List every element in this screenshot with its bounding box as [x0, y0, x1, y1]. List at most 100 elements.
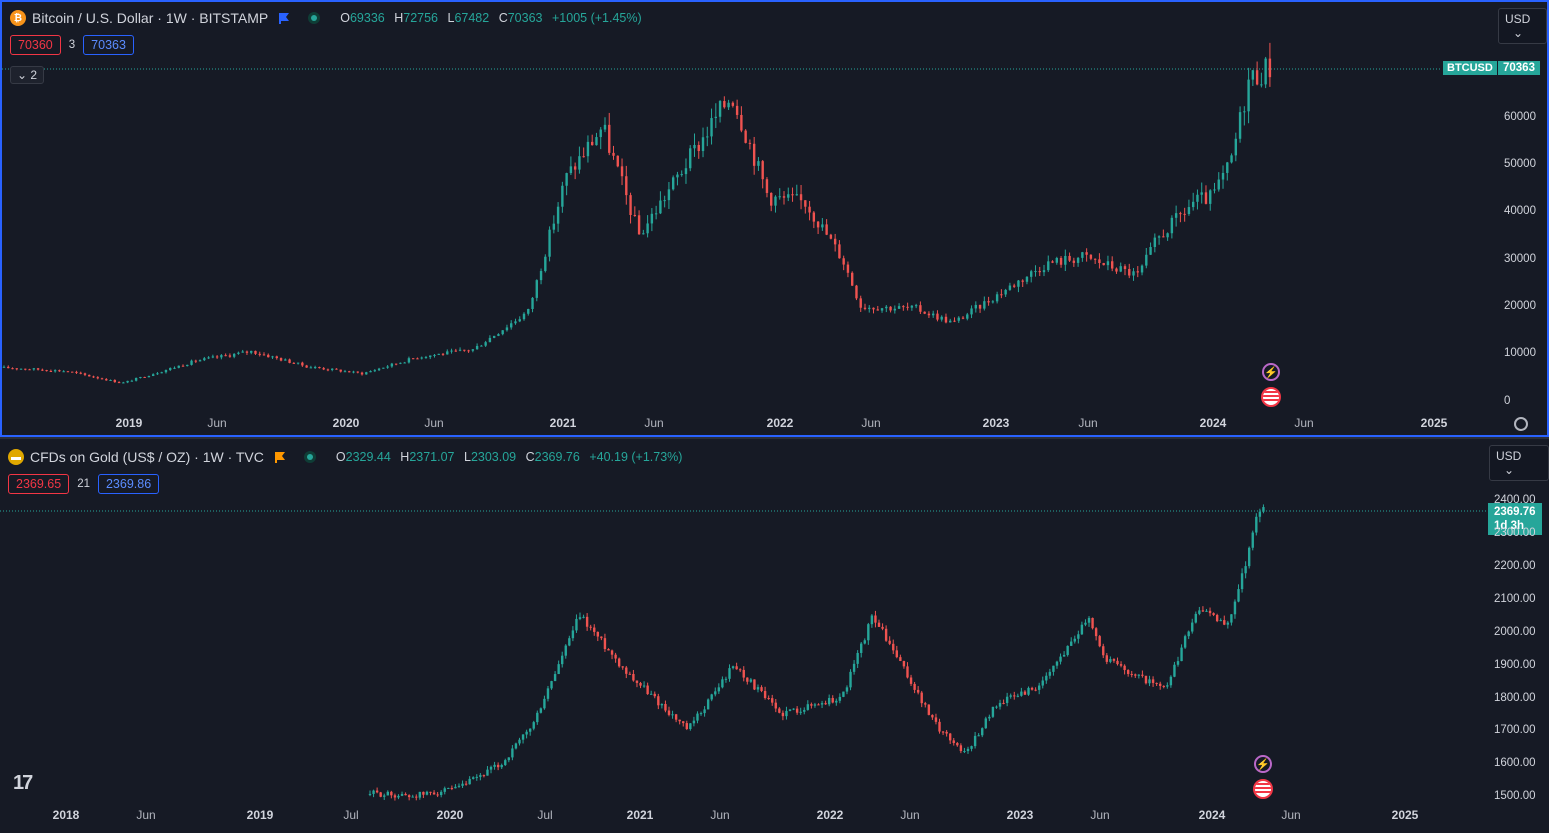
candle — [105, 379, 108, 381]
gold-legend: ▬ CFDs on Gold (US$ / OZ) · 1W · TVC O23… — [8, 449, 688, 465]
candle — [292, 362, 296, 364]
candle — [863, 640, 866, 644]
time-axis-label: Jun — [644, 416, 664, 430]
currency-select[interactable]: USD ⌄ — [1489, 445, 1549, 481]
candle — [680, 174, 683, 176]
gold-chart-pane[interactable]: ▬ CFDs on Gold (US$ / OZ) · 1W · TVC O23… — [0, 439, 1549, 833]
candle — [480, 345, 483, 347]
candle — [411, 358, 415, 360]
candle — [130, 380, 134, 382]
market-open-icon — [303, 451, 316, 463]
candle — [803, 709, 806, 712]
candle — [486, 769, 489, 776]
lightning-event-icon[interactable]: ⚡ — [1254, 755, 1272, 773]
price-axis-label: 2100.00 — [1494, 593, 1536, 605]
lightning-event-icon[interactable]: ⚡ — [1262, 363, 1280, 381]
candle — [1132, 271, 1135, 276]
candle — [1166, 233, 1169, 238]
pane-separator[interactable] — [0, 437, 1549, 439]
price-axis-label: 1500.00 — [1494, 790, 1536, 802]
price-axis-label: 40000 — [1504, 205, 1536, 217]
candle — [422, 791, 425, 795]
candle — [1077, 634, 1080, 639]
candle — [457, 785, 461, 787]
price-axis-label: 2200.00 — [1494, 560, 1536, 572]
candle — [1238, 112, 1242, 139]
candle — [1140, 265, 1144, 273]
candle — [1237, 589, 1240, 602]
flag-icon[interactable] — [278, 12, 290, 24]
candle — [953, 320, 956, 322]
candle — [96, 377, 99, 379]
gold-symbol-title[interactable]: CFDs on Gold (US$ / OZ) · 1W · TVC — [30, 449, 264, 465]
candle — [582, 156, 585, 158]
candle — [1251, 532, 1254, 548]
candle — [671, 714, 674, 716]
candle — [851, 272, 854, 286]
time-axis-label: 2024 — [1199, 416, 1227, 430]
candle — [663, 200, 666, 202]
candle — [211, 356, 215, 358]
candle — [134, 377, 138, 381]
candle — [484, 342, 487, 346]
candle — [1116, 660, 1119, 665]
candle — [1187, 207, 1191, 215]
candle — [727, 102, 730, 108]
candle — [995, 706, 998, 708]
candle — [889, 306, 892, 311]
currency-select[interactable]: USD ⌄ — [1498, 8, 1547, 44]
candle — [849, 671, 852, 688]
candle — [1205, 610, 1208, 612]
candle — [510, 323, 513, 328]
btc-candles[interactable] — [2, 2, 1547, 435]
candle — [1123, 665, 1126, 671]
time-axis-label: Jun — [1281, 808, 1301, 822]
candle — [375, 790, 379, 793]
candle — [893, 308, 897, 311]
us-flag-event-icon[interactable] — [1261, 387, 1281, 407]
candle — [454, 350, 458, 352]
candle — [416, 358, 419, 360]
candle — [788, 709, 792, 711]
candle — [782, 196, 786, 198]
candle — [32, 368, 36, 370]
collapse-indicators-button[interactable]: ⌄ 2 — [10, 66, 45, 84]
candle — [936, 313, 939, 320]
candle — [190, 360, 193, 365]
sell-button[interactable]: 2369.65 — [8, 474, 70, 494]
us-flag-event-icon[interactable] — [1253, 779, 1273, 799]
candle — [697, 144, 700, 152]
btc-symbol-title[interactable]: Bitcoin / U.S. Dollar · 1W · BITSTAMP — [32, 10, 269, 26]
buy-button[interactable]: 70363 — [83, 35, 134, 55]
candle — [1109, 659, 1112, 662]
candle — [441, 353, 445, 355]
candle — [612, 152, 615, 156]
candle — [522, 313, 526, 320]
candle — [1017, 280, 1020, 287]
candle — [718, 101, 722, 117]
candle — [810, 704, 813, 706]
candle — [439, 791, 443, 796]
candle — [356, 371, 359, 373]
tradingview-logo[interactable]: 17 — [13, 772, 33, 794]
gold-candles[interactable] — [0, 439, 1549, 833]
candle — [771, 698, 774, 703]
candle — [852, 663, 856, 672]
sell-button[interactable]: 70360 — [10, 35, 61, 55]
candle — [1045, 675, 1048, 681]
candle — [1093, 258, 1097, 260]
buy-button[interactable]: 2369.86 — [97, 474, 160, 494]
flag-icon[interactable] — [274, 451, 286, 463]
candle — [628, 673, 632, 675]
price-axis-label: 50000 — [1504, 158, 1536, 170]
time-axis-label: 2023 — [1006, 808, 1034, 822]
candle — [532, 722, 535, 729]
candle — [1155, 682, 1158, 684]
candle — [1260, 84, 1263, 86]
settings-icon[interactable] — [1514, 417, 1528, 431]
candle — [940, 316, 943, 320]
candle — [1162, 685, 1165, 687]
candle — [895, 650, 899, 658]
candle — [463, 349, 466, 351]
btc-chart-pane[interactable]: ₿ Bitcoin / U.S. Dollar · 1W · BITSTAMP … — [0, 0, 1549, 437]
